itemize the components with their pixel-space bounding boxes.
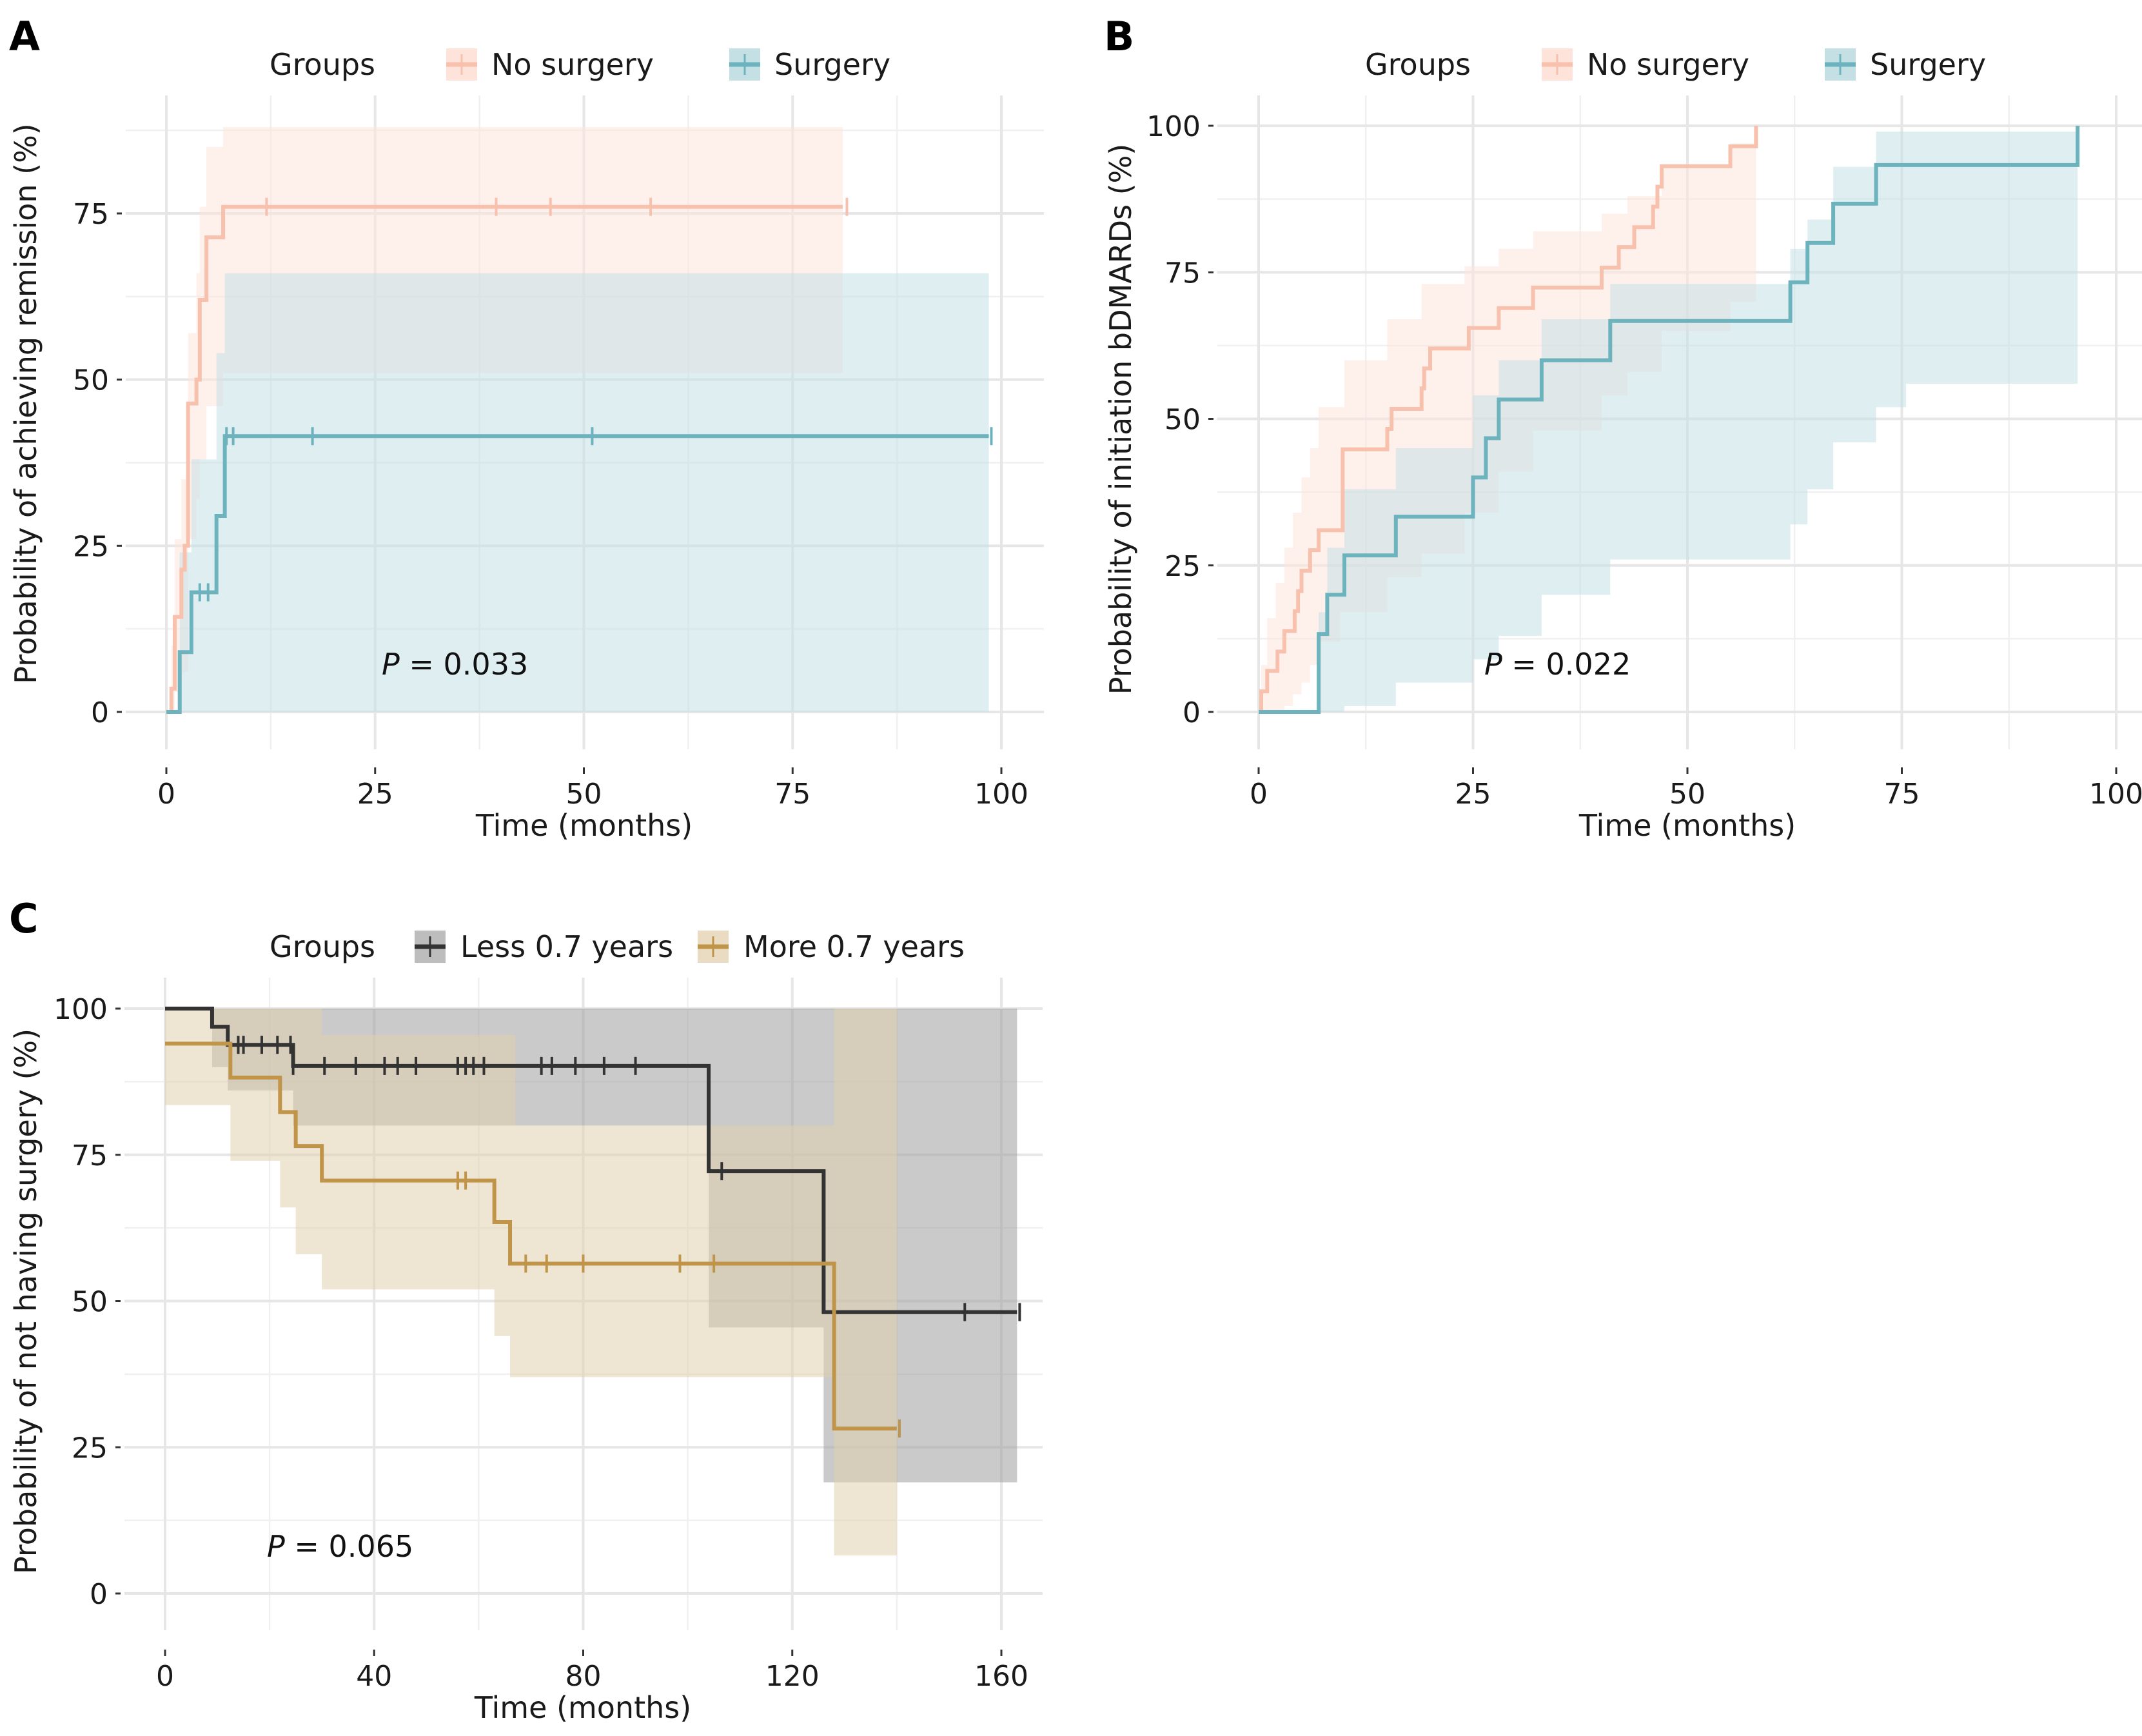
p-value-text: = 0.033 xyxy=(400,647,528,682)
panel-c: C Groups Less 0.7 years More 0.7 years 0… xyxy=(8,895,1043,1725)
y-axis-title-a: Probability of achieving remission (%) xyxy=(8,123,43,684)
x-tick-label: 100 xyxy=(974,778,1028,811)
x-axis-title-c: Time (months) xyxy=(474,1690,691,1725)
panel-a: A Groups No surgery Surgery 0 25 50 75 100 0 2… xyxy=(8,13,1044,843)
survival-curve xyxy=(1259,126,1758,714)
x-tick-label: 80 xyxy=(565,1660,602,1693)
survival-curve xyxy=(166,204,843,714)
confidence-band xyxy=(1259,132,2078,713)
panel-letter-c: C xyxy=(9,895,39,942)
y-tick-label: 50 xyxy=(1164,404,1201,437)
y-tick-label: 0 xyxy=(91,696,109,729)
survival-curve xyxy=(165,1041,897,1431)
panel-letter-b: B xyxy=(1104,13,1134,60)
legend-label-surgery: Surgery xyxy=(774,47,890,82)
p-value-b: P = 0.022 xyxy=(1484,647,1631,682)
y-tick-label: 50 xyxy=(73,364,109,397)
y-tick-label: 75 xyxy=(1164,257,1201,290)
y-tick-label: 25 xyxy=(1164,550,1201,583)
p-label: P xyxy=(1484,647,1502,682)
x-axis-title-a: Time (months) xyxy=(475,808,693,843)
panel-b: B Groups No surgery Surgery 0 25 50 75 100 0 2… xyxy=(1103,13,2142,843)
survival-curve xyxy=(165,1007,1017,1314)
x-tick-label: 25 xyxy=(357,778,393,811)
x-tick-label: 0 xyxy=(1250,778,1268,811)
legend-title: Groups xyxy=(270,47,375,82)
x-tick-label: 0 xyxy=(157,778,175,811)
y-tick-label: 100 xyxy=(54,993,108,1026)
y-tick-label: 25 xyxy=(73,530,109,563)
legend-label-no-surgery: No surgery xyxy=(491,47,654,82)
p-value-c: P = 0.065 xyxy=(267,1529,413,1564)
y-tick-label: 0 xyxy=(90,1578,108,1611)
legend-label-surgery: Surgery xyxy=(1870,47,1986,82)
survival-curve xyxy=(1259,126,2080,714)
p-value-a: P = 0.033 xyxy=(382,647,528,682)
legend-title: Groups xyxy=(1365,47,1471,82)
y-tick-label: 0 xyxy=(1183,696,1201,729)
confidence-band xyxy=(166,273,989,712)
legend-a: Groups No surgery Surgery xyxy=(270,47,890,82)
plot-area-b: 0 25 50 75 100 0 25 50 75 100 xyxy=(1146,95,2142,811)
confidence-band xyxy=(165,1009,897,1556)
x-tick-label: 100 xyxy=(2089,778,2142,811)
legend-label-less-0-7-years: Less 0.7 years xyxy=(460,929,673,964)
legend-c: Groups Less 0.7 years More 0.7 years xyxy=(270,929,965,964)
x-tick-label: 120 xyxy=(765,1660,820,1693)
x-tick-label: 160 xyxy=(974,1660,1028,1693)
y-axis-title-b: Probability of initiation bDMARDs (%) xyxy=(1103,144,1138,695)
y-tick-label: 75 xyxy=(72,1139,108,1172)
x-tick-label: 75 xyxy=(1884,778,1920,811)
legend-title: Groups xyxy=(270,929,375,964)
legend-b: Groups No surgery Surgery xyxy=(1365,47,1986,82)
y-tick-label: 50 xyxy=(72,1286,108,1319)
panel-letter-a: A xyxy=(9,13,40,60)
p-value-text: = 0.065 xyxy=(285,1529,413,1564)
x-axis-title-b: Time (months) xyxy=(1578,808,1796,843)
legend-label-no-surgery: No surgery xyxy=(1587,47,1749,82)
x-tick-label: 50 xyxy=(1669,778,1705,811)
y-tick-label: 25 xyxy=(72,1432,108,1465)
plot-area-a: 0 25 50 75 100 0 25 50 75 xyxy=(73,95,1044,811)
p-label: P xyxy=(382,647,400,682)
p-value-text: = 0.022 xyxy=(1502,647,1631,682)
x-tick-label: 50 xyxy=(566,778,602,811)
y-tick-label: 75 xyxy=(73,198,109,231)
p-label: P xyxy=(267,1529,285,1564)
y-axis-title-c: Probability of not having surgery (%) xyxy=(8,1029,43,1574)
x-tick-label: 40 xyxy=(356,1660,392,1693)
x-tick-label: 25 xyxy=(1455,778,1491,811)
x-tick-label: 75 xyxy=(774,778,811,811)
y-tick-label: 100 xyxy=(1146,110,1201,143)
plot-area-c: 0 40 80 120 160 0 25 50 75 100 xyxy=(54,978,1043,1693)
legend-label-more-0-7-years: More 0.7 years xyxy=(743,929,965,964)
x-tick-label: 0 xyxy=(156,1660,174,1693)
